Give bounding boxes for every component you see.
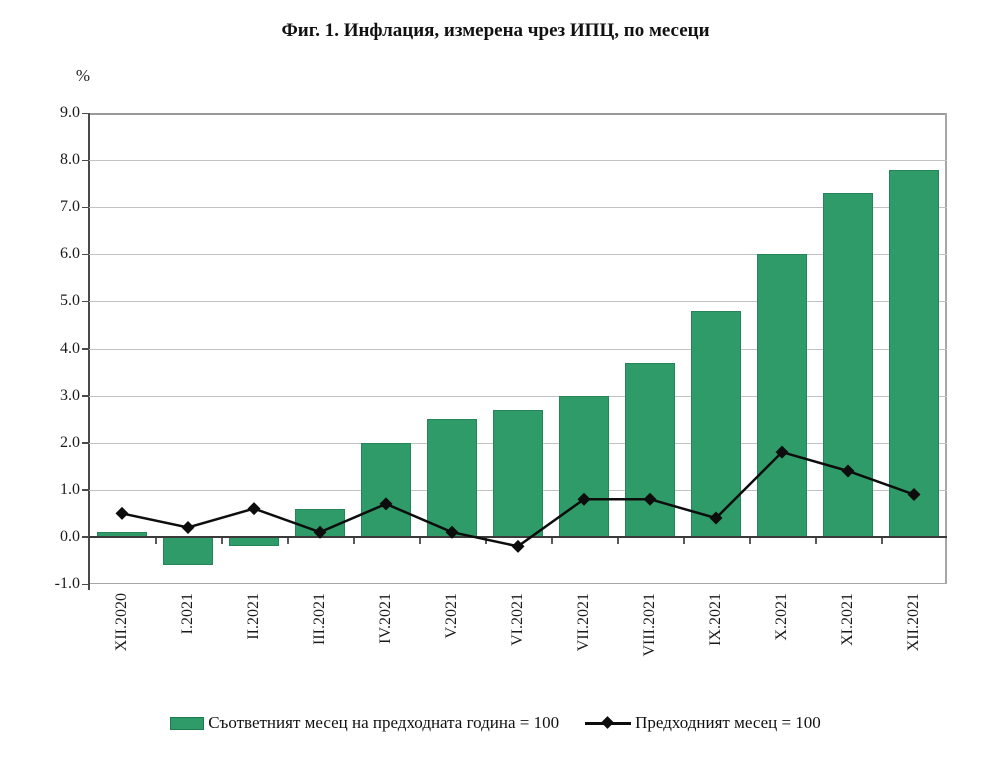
x-axis-tick [287,537,289,544]
gridline [89,207,947,209]
diamond-marker-XII.2020 [115,506,129,520]
x-axis-tick [155,537,157,544]
y-axis-tick-label: 4.0 [60,339,80,357]
x-axis-tick [221,537,223,544]
x-axis-tick-label: V.2021 [443,593,460,639]
legend-line-marker-icon [585,716,632,729]
diamond-marker-III.2021 [313,525,327,539]
legend-line-label: Предходният месец = 100 [635,713,821,732]
diamond-marker-V.2021 [445,525,459,539]
bar-XII.2021 [889,169,939,537]
x-axis-tick-label: VIII.2021 [641,593,658,657]
y-axis-tick [82,536,89,538]
x-axis-tick-label: IX.2021 [707,593,724,646]
y-axis-tick-label: 7.0 [60,198,80,216]
legend-item-bars: Съответният месец на предходната година … [170,713,559,733]
x-axis-tick-label: XII.2020 [113,593,130,652]
y-axis-tick [82,159,89,162]
y-axis-tick [82,348,89,350]
x-axis-tick [485,537,487,544]
y-axis-tick-label: 0.0 [60,527,80,545]
y-axis-tick-label: 5.0 [60,292,80,310]
y-axis-tick-label: 6.0 [60,245,80,263]
bar-VI.2021 [493,409,543,537]
line-path [121,450,915,548]
x-axis-tick-label: XI.2021 [839,593,856,646]
x-axis-tick-label: XII.2021 [905,593,922,652]
y-axis-tick [82,300,89,303]
diamond-marker-II.2021 [247,502,261,516]
line-series [115,445,921,553]
legend-bar-swatch-icon [170,716,205,730]
y-axis-unit-label: % [75,66,91,85]
diamond-marker-IX.2021 [709,511,723,525]
y-axis-tick-label: 3.0 [60,386,80,404]
gridline [89,160,947,162]
legend-bar-label: Съответният месец на предходната година … [208,713,560,732]
bar-XI.2021 [823,193,873,537]
chart-title: Фиг. 1. Инфлация, измерена чрез ИПЦ, по … [281,20,710,41]
x-axis-tick [815,537,817,544]
y-axis-tick-label: 1.0 [60,480,80,498]
plot-border-bottom [89,583,947,584]
y-axis-tick [82,583,89,585]
x-axis-tick-label: I.2021 [179,593,196,635]
bar-X.2021 [757,254,807,537]
gridline [89,395,947,397]
gridline [89,301,947,303]
legend-diamond-icon [601,716,615,729]
bar-IX.2021 [691,310,741,537]
y-axis-tick [82,442,89,444]
x-axis-tick [419,537,421,544]
bar-VIII.2021 [625,362,675,537]
y-axis-tick [82,206,89,209]
y-axis-tick-label: 2.0 [60,433,80,451]
diamond-marker-X.2021 [775,445,789,459]
x-axis-tick-label: IV.2021 [377,593,394,644]
x-axis-zero-line [89,535,947,538]
gridline [89,254,947,256]
diamond-marker-VII.2021 [577,492,591,506]
y-axis-line [88,113,90,590]
x-axis-tick [749,537,751,544]
bar-VII.2021 [559,395,609,537]
diamond-marker-XI.2021 [841,464,855,478]
y-axis-tick-label: 9.0 [60,104,80,121]
gridline [89,348,947,350]
diamond-marker-IV.2021 [379,497,393,511]
bar-I.2021 [163,536,213,566]
x-axis-tick [617,537,619,544]
y-axis-tick-label: 8.0 [60,151,80,169]
x-axis-tick-label: X.2021 [773,593,790,641]
x-axis-tick-label: VII.2021 [575,593,592,652]
y-axis-tick [82,489,89,491]
x-axis-tick-label: II.2021 [245,593,262,640]
legend: Съответният месец на предходната година … [0,707,991,739]
diamond-marker-XII.2021 [907,488,921,502]
y-axis-tick-label: -1.0 [54,575,80,592]
plot-border-top [89,113,947,115]
legend-item-line: Предходният месец = 100 [585,713,821,733]
x-axis-tick-label: III.2021 [311,593,328,645]
x-axis-tick [683,537,685,544]
x-axis-tick [353,537,355,544]
x-axis-tick-label: VI.2021 [509,593,526,646]
diamond-marker-I.2021 [181,520,195,534]
diamond-marker-VI.2021 [511,539,525,553]
bar-IV.2021 [361,442,411,537]
y-axis-tick [82,395,89,397]
diamond-marker-VIII.2021 [643,492,657,506]
y-axis-tick [82,112,89,114]
x-axis-tick [881,537,883,544]
x-axis-tick [551,537,553,544]
y-axis-tick [82,253,89,256]
